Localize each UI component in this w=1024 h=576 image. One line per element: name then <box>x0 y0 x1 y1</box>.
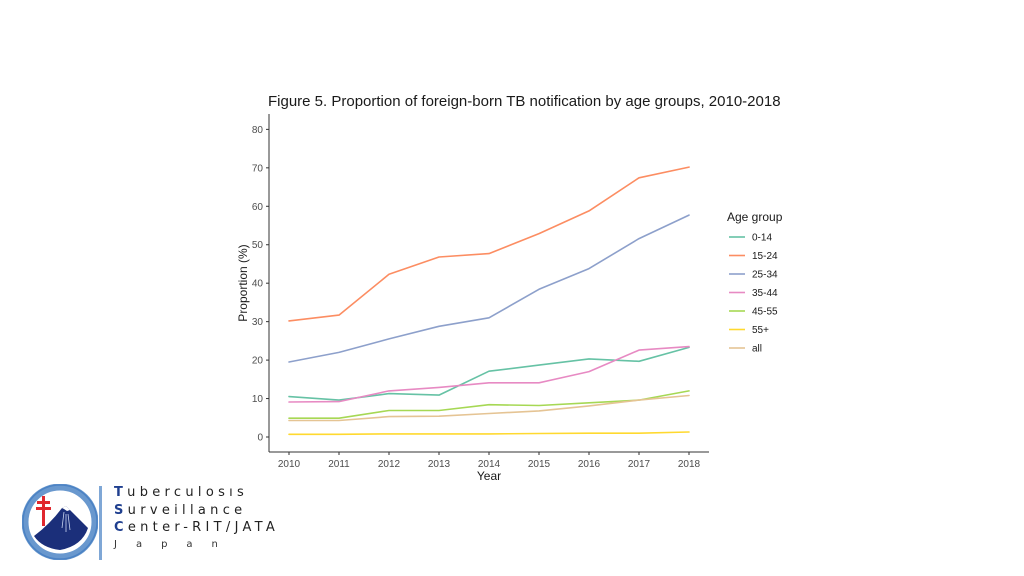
brand-line-1: Tuberculosıs <box>114 485 249 500</box>
legend-label: 45-55 <box>752 307 778 318</box>
series-line-55+ <box>288 431 690 436</box>
x-tick-label: 2014 <box>478 459 501 470</box>
legend-items: 0-14 15-24 25-34 35-44 45-55 55+ all <box>729 233 778 355</box>
legend-label: 25-34 <box>752 270 778 281</box>
double-barred-cross-icon <box>36 496 51 526</box>
series-lines <box>288 166 690 436</box>
x-axis-title: Year <box>477 469 501 483</box>
legend-label: 0-14 <box>752 233 772 244</box>
legend-label: 15-24 <box>752 251 778 262</box>
legend-item: all <box>729 344 762 355</box>
y-tick-label: 70 <box>252 163 264 174</box>
x-tick-label: 2012 <box>378 459 401 470</box>
chart-title: Figure 5. Proportion of foreign-born TB … <box>268 93 781 110</box>
organization-name: Tuberculosıs Surveillance Center-RIT/JAT… <box>114 484 279 553</box>
series-line-all <box>288 394 690 422</box>
legend-item: 25-34 <box>729 270 778 281</box>
x-tick-label: 2018 <box>678 459 701 470</box>
x-tick-label: 2011 <box>328 459 350 470</box>
x-tick-label: 2016 <box>578 459 601 470</box>
legend-label: 55+ <box>752 325 769 336</box>
series-line-15-24 <box>288 166 690 322</box>
legend-item: 0-14 <box>729 233 772 244</box>
legend-label: 35-44 <box>752 288 778 299</box>
legend: Age group 0-14 15-24 25-34 35-44 45-55 55+ all <box>727 210 783 355</box>
legend-item: 15-24 <box>729 251 778 262</box>
y-axis-title: Proportion (%) <box>236 244 250 321</box>
series-line-45-55 <box>288 390 690 420</box>
brand-country: Japan <box>114 538 237 550</box>
y-tick-label: 40 <box>252 279 264 290</box>
x-tick-label: 2017 <box>628 459 651 470</box>
y-tick-label: 0 <box>257 433 263 444</box>
legend-label: all <box>752 344 762 355</box>
series-line-35-44 <box>288 345 690 403</box>
y-tick-label: 20 <box>252 356 264 367</box>
y-tick-label: 80 <box>252 125 264 136</box>
brand-line-3: Center-RIT/JATA <box>114 520 280 535</box>
y-tick-label: 60 <box>252 202 264 213</box>
y-tick-label: 50 <box>252 240 264 251</box>
y-tick-label: 10 <box>252 394 264 405</box>
y-axis-ticks: 0 10 20 30 40 50 60 70 80 <box>252 125 269 444</box>
brand-line-2: Surveillance <box>114 502 247 518</box>
logo-divider <box>99 486 102 560</box>
series-line-25-34 <box>288 214 690 363</box>
x-tick-label: 2010 <box>278 459 301 470</box>
x-tick-label: 2015 <box>528 459 551 470</box>
legend-item: 35-44 <box>729 288 778 299</box>
x-axis-ticks: 2010 2011 2012 2013 2014 2015 2016 2017 2018 <box>278 452 701 470</box>
series-line-0-14 <box>288 346 690 401</box>
legend-item: 55+ <box>729 325 769 336</box>
y-tick-label: 30 <box>252 317 264 328</box>
logo-emblem-icon <box>21 483 99 561</box>
rit-jata-logo <box>21 483 99 561</box>
legend-title: Age group <box>727 210 783 224</box>
x-tick-label: 2013 <box>428 459 451 470</box>
legend-item: 45-55 <box>729 307 778 318</box>
